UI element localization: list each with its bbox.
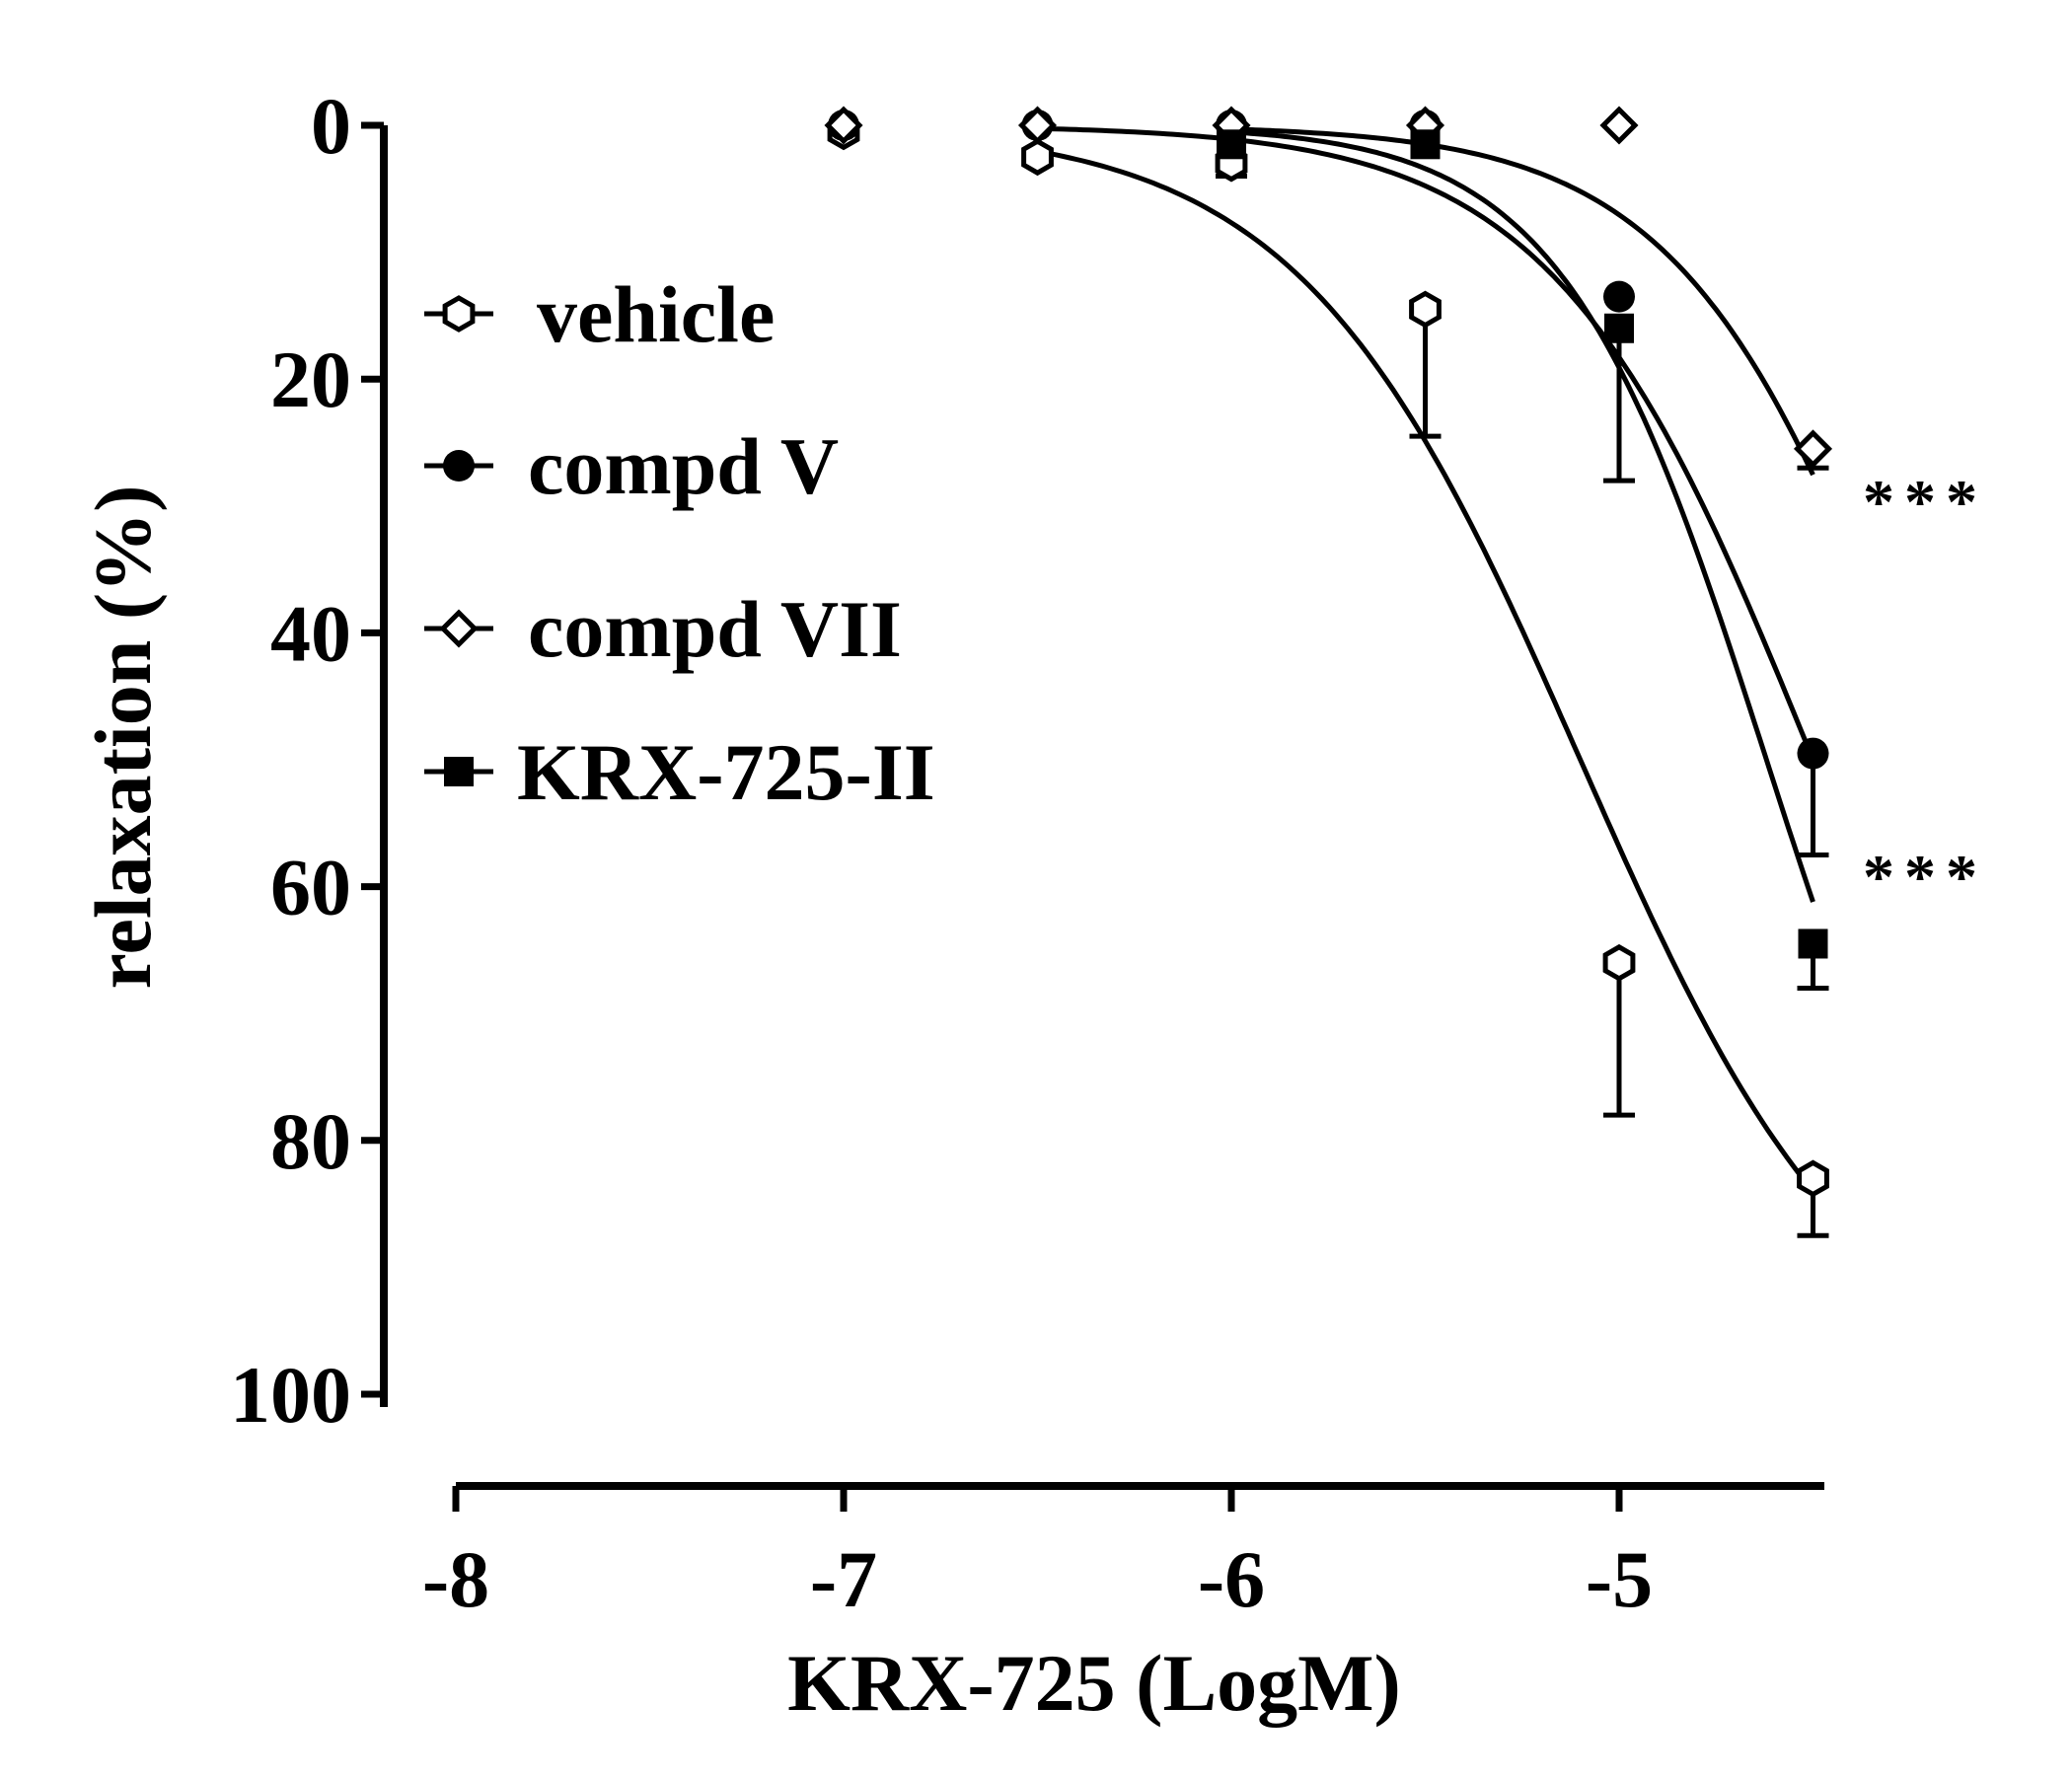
legend-marker [444,757,474,786]
fit-curve [1230,129,1815,903]
x-axis-title: KRX-725 (LogM) [787,1638,1401,1728]
significance-annotation-compd-v: *** [1863,842,1987,912]
data-point [1409,290,1442,329]
data-point [1017,106,1058,145]
legend-label: compd VII [528,584,902,674]
fit-curves [1037,125,1815,1193]
legend: vehicle compd V compd VII KRX-725-II [424,269,935,817]
legend-marker [442,295,476,333]
y-tick-label: 20 [270,334,351,424]
data-point [1021,138,1054,177]
data-point [1604,313,1634,343]
fit-curve [1037,148,1815,1193]
data-point [1410,129,1441,160]
y-tick-label: 80 [270,1096,351,1186]
data-point [824,106,863,145]
x-tick-label: -6 [1198,1534,1265,1624]
data-point [1602,943,1636,982]
data-point [1599,106,1639,145]
x-axis: -8 -7 -6 -5 [422,1482,1824,1624]
legend-item: compd VII [424,584,902,674]
fit-curve [1230,126,1815,477]
y-axis: 0 20 40 60 80 100 [230,81,388,1440]
data-point [1797,1159,1829,1198]
error-bars [1216,144,1829,1238]
legend-item: vehicle [424,269,775,359]
data-point [1793,429,1833,469]
y-tick-label: 40 [270,588,351,678]
legend-item: compd V [424,421,839,511]
y-tick-label: 60 [270,843,351,932]
x-tick-label: -7 [810,1534,877,1624]
x-tick-label: -8 [422,1534,489,1624]
data-point [1217,129,1246,160]
fit-curve [1037,125,1815,761]
y-tick-label: 100 [230,1350,351,1440]
x-tick-label: -5 [1586,1534,1653,1624]
legend-label: vehicle [537,269,775,359]
y-axis-ticks: 0 20 40 60 80 100 [230,81,384,1440]
y-axis-title: relaxation (%) [78,485,168,990]
data-point [1603,280,1635,313]
x-axis-ticks: -8 -7 -6 -5 [422,1486,1653,1624]
data-point [1798,928,1828,959]
legend-marker [439,609,479,648]
data-point [1797,737,1829,770]
significance-annotation-compd-vii: *** [1863,467,1987,537]
legend-label: KRX-725-II [517,727,935,817]
legend-marker [443,450,475,482]
legend-item: KRX-725-II [424,727,935,817]
legend-label: compd V [528,421,839,511]
y-tick-label: 0 [311,81,351,171]
data-markers [824,106,1833,1198]
